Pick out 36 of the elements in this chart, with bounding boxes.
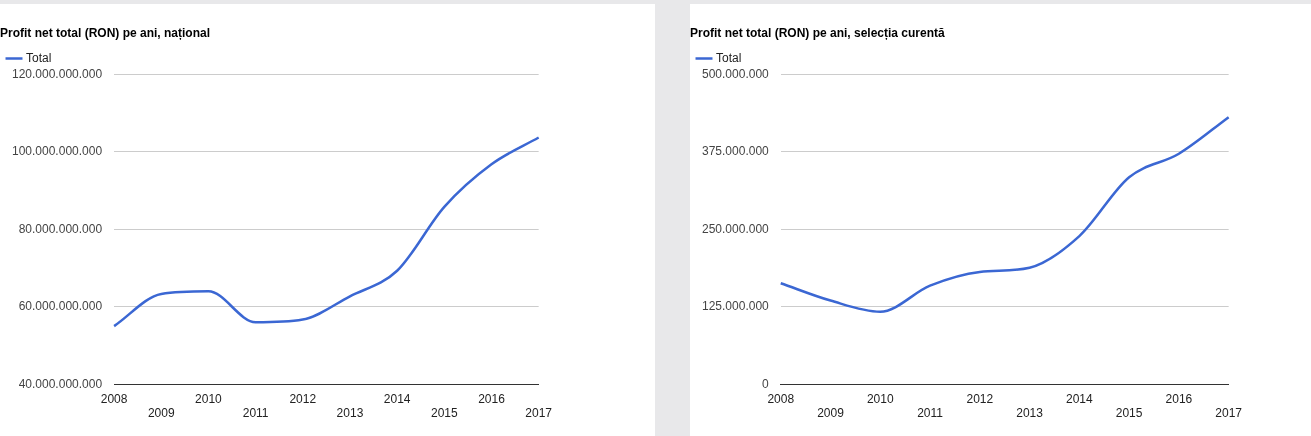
x-tick-label: 2009 xyxy=(817,406,845,421)
x-tick-label: 2011 xyxy=(242,406,269,421)
x-tick-label: 2011 xyxy=(917,406,944,421)
y-tick-label: 0 xyxy=(762,376,770,391)
y-tick-label: 125.000.000 xyxy=(702,299,770,314)
chart-title: Profit net total (RON) pe ani, selecția curentă xyxy=(690,25,946,40)
line-series xyxy=(112,136,540,328)
x-tick-label: 2008 xyxy=(767,391,795,406)
x-tick-label: 2013 xyxy=(1016,406,1044,421)
x-tick-label: 2013 xyxy=(336,406,364,421)
x-tick-label: 2017 xyxy=(1215,406,1243,421)
y-tick-label: 375.000.000 xyxy=(702,144,770,159)
legend-label: Total xyxy=(716,50,742,65)
y-tick-label: 40.000.000.000 xyxy=(18,376,103,391)
x-tick-label: 2016 xyxy=(478,391,506,406)
x-tick-label: 2015 xyxy=(1115,406,1143,421)
y-tick-label: 80.000.000.000 xyxy=(18,221,103,236)
x-tick-label: 2014 xyxy=(1065,391,1094,406)
x-tick-label: 2012 xyxy=(289,391,317,406)
line-series xyxy=(779,115,1230,313)
x-tick-label: 2010 xyxy=(195,391,223,406)
x-tick-label: 2017 xyxy=(525,406,553,421)
y-tick-label: 60.000.000.000 xyxy=(18,299,103,314)
y-tick-label: 250.000.000 xyxy=(702,221,770,236)
x-tick-label: 2010 xyxy=(866,391,894,406)
legend-label: Total xyxy=(26,50,52,65)
x-tick-label: 2012 xyxy=(966,391,994,406)
y-tick-label: 100.000.000.000 xyxy=(11,144,103,159)
y-tick-label: 500.000.000 xyxy=(702,66,770,81)
x-tick-label: 2014 xyxy=(383,391,411,406)
x-tick-label: 2009 xyxy=(147,406,175,421)
y-tick-label: 120.000.000.000 xyxy=(11,66,103,81)
x-tick-label: 2016 xyxy=(1165,391,1193,406)
x-tick-label: 2008 xyxy=(100,391,128,406)
chart-title: Profit net total (RON) pe ani, național xyxy=(0,25,210,40)
x-tick-label: 2015 xyxy=(430,406,458,421)
